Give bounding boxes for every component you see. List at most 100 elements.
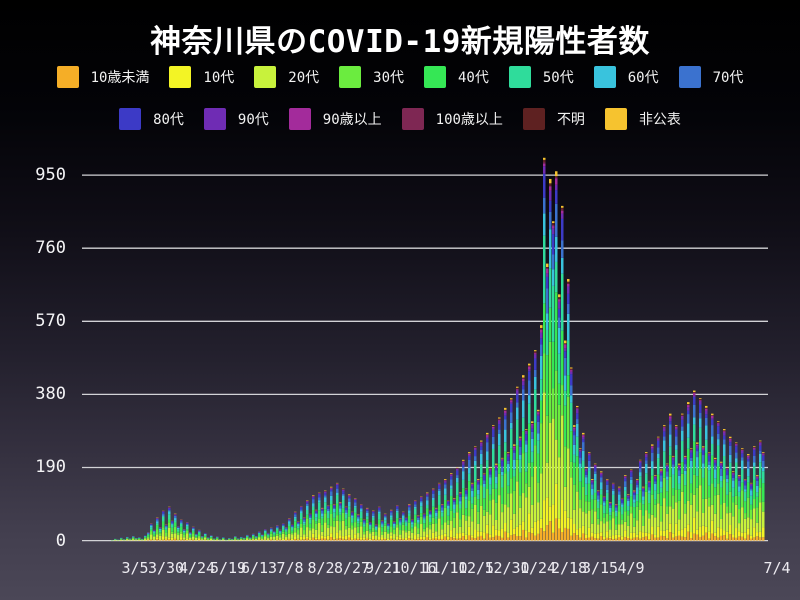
bar-segment: [255, 537, 258, 538]
bar-segment: [306, 514, 309, 519]
bar-segment: [348, 496, 351, 498]
bar-segment: [567, 283, 570, 284]
bar-segment: [504, 523, 507, 532]
bar-segment: [156, 519, 159, 522]
bar-segment: [519, 446, 522, 455]
bar-segment: [702, 455, 705, 464]
bar-segment: [177, 535, 180, 540]
bar-segment: [570, 461, 573, 478]
bar-segment: [699, 401, 702, 405]
bar-segment: [564, 527, 567, 541]
bar-segment: [153, 539, 156, 541]
bar-segment: [627, 495, 630, 498]
bar-segment: [474, 448, 477, 451]
bar-segment: [432, 517, 435, 524]
bar-segment: [360, 539, 363, 541]
bar-segment: [621, 519, 624, 525]
bar-segment: [288, 538, 291, 540]
bar-segment: [693, 424, 696, 442]
bar-segment: [591, 480, 594, 482]
bar-segment: [396, 508, 399, 511]
bar-segment: [363, 523, 366, 525]
bar-segment: [297, 528, 300, 531]
bar-segment: [174, 514, 177, 516]
bar-segment: [645, 532, 648, 537]
legend-swatch: [424, 66, 446, 88]
bar-segment: [489, 500, 492, 515]
bar-segment: [684, 513, 687, 528]
bar-segment: [339, 503, 342, 505]
bar-segment: [363, 520, 366, 522]
bar-segment: [597, 491, 600, 493]
bar-segment: [489, 484, 492, 495]
bar-segment: [609, 520, 612, 530]
bar-segment: [498, 424, 501, 430]
bar-segment: [675, 425, 678, 427]
bar-segment: [528, 532, 531, 541]
bar-segment: [249, 537, 252, 539]
y-axis-tick-label: 380: [35, 384, 66, 405]
bar-segment: [522, 431, 525, 454]
bar-segment: [381, 535, 384, 538]
bar-segment: [582, 460, 585, 469]
bar-segment: [348, 516, 351, 528]
bar-segment: [546, 497, 549, 526]
bar-segment: [720, 468, 723, 476]
bar-segment: [672, 508, 675, 534]
bar-segment: [498, 445, 501, 464]
bar-segment: [300, 507, 303, 510]
bar-segment: [738, 536, 741, 541]
bar-segment: [423, 536, 426, 540]
bar-segment: [522, 378, 525, 382]
legend-item: 20代: [254, 66, 319, 88]
bar-segment: [729, 438, 732, 441]
bar-segment: [153, 535, 156, 537]
bar-segment: [513, 452, 516, 460]
bar-segment: [729, 491, 732, 513]
bar-segment: [309, 539, 312, 541]
bar-segment: [480, 453, 483, 465]
legend-item: 90代: [203, 108, 269, 130]
bar-segment: [354, 538, 357, 541]
bar-segment: [525, 430, 528, 432]
bar-segment: [399, 525, 402, 531]
bar-segment: [576, 491, 579, 530]
bar-segment: [531, 428, 534, 432]
bar-segment: [147, 539, 150, 541]
bar-segment: [330, 537, 333, 541]
bar-segment: [663, 451, 666, 469]
bar-segment: [693, 517, 696, 534]
bar-segment: [486, 511, 489, 525]
bar-segment: [471, 482, 474, 484]
bar-segment: [648, 503, 651, 514]
bar-segment: [195, 537, 198, 538]
bar-segment: [600, 482, 603, 490]
bar-segment: [417, 516, 420, 518]
bar-segment: [582, 450, 585, 461]
bar-segment: [747, 468, 750, 477]
bar-segment: [549, 341, 552, 423]
bar-segment: [159, 535, 162, 540]
bar-segment: [609, 505, 612, 508]
bar-segment: [666, 464, 669, 466]
bar-segment: [258, 534, 261, 537]
bar-segment: [387, 526, 390, 530]
bar-segment: [735, 528, 738, 538]
bar-segment: [369, 533, 372, 539]
bar-segment: [579, 451, 582, 458]
bar-segment: [312, 495, 315, 496]
bar-segment: [603, 539, 606, 541]
bar-segment: [663, 440, 666, 452]
bar-segment: [549, 506, 552, 522]
bar-segment: [543, 162, 546, 164]
bar-segment: [309, 523, 312, 528]
bar-segment: [408, 506, 411, 508]
bar-segment: [420, 539, 423, 541]
bar-segment: [564, 351, 567, 358]
bar-segment: [720, 464, 723, 466]
bar-segment: [573, 431, 576, 436]
bar-segment: [588, 483, 591, 502]
bar-segment: [585, 469, 588, 472]
bar-segment: [678, 470, 681, 476]
bar-segment: [366, 537, 369, 539]
